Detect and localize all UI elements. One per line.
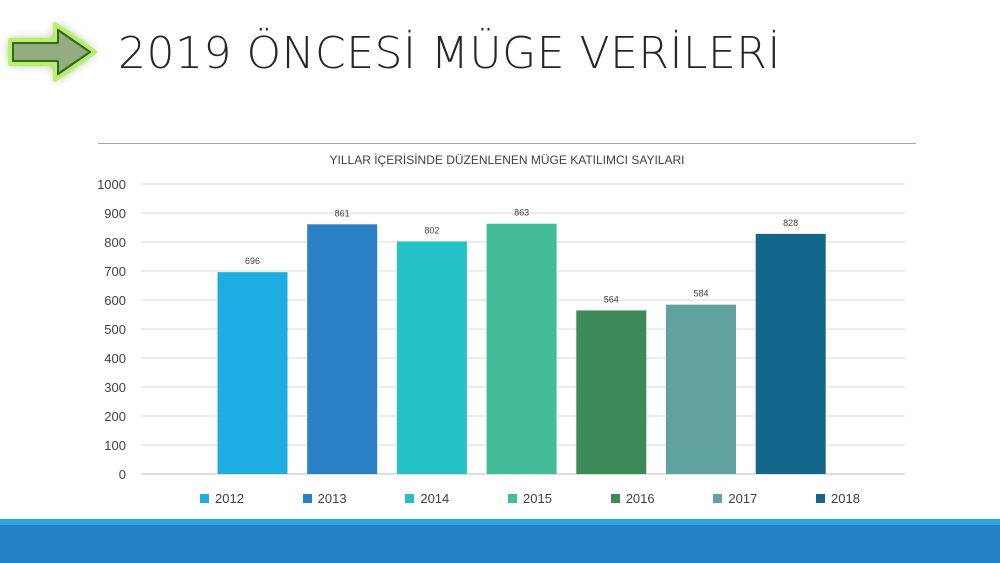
y-tick-label: 500 [104,322,126,337]
footer-band [0,525,1000,563]
data-label: 696 [245,256,260,266]
y-tick-label: 200 [104,409,126,424]
page-title: 2019 ÖNCESİ MÜGE VERİLERİ [118,28,781,79]
legend-item: 2015 [508,491,552,506]
bar [576,310,647,474]
footer-band-light [0,519,1000,525]
title-divider [98,143,916,144]
legend-label: 2013 [317,491,347,506]
legend-item: 2014 [405,491,449,506]
bar [755,233,826,474]
bar [486,223,557,474]
arrow-icon [8,22,97,82]
y-tick-label: 700 [104,264,126,279]
legend-swatch [816,494,826,503]
data-label: 861 [335,208,350,218]
legend-swatch [405,494,415,503]
y-tick-label: 1000 [97,177,126,192]
y-tick-label: 600 [104,293,126,308]
legend-item: 2012 [200,491,244,506]
legend-item: 2016 [610,491,655,506]
legend-item: 2018 [816,491,860,506]
y-tick-label: 0 [119,467,126,482]
legend-label: 2017 [728,491,758,506]
y-tick-label: 400 [104,351,126,366]
data-label: 863 [514,208,529,218]
bar [307,224,378,474]
data-label: 584 [693,289,708,299]
legend-label: 2015 [523,491,552,506]
legend-swatch [302,494,312,503]
legend-label: 2016 [625,491,655,506]
y-tick-label: 100 [104,438,126,453]
data-label: 564 [604,294,619,304]
y-tick-label: 800 [104,235,126,250]
chart-legend: 2012 2013 2014 2015 2016 2017 2018 [200,491,860,506]
legend-swatch [200,494,209,503]
data-label: 828 [783,218,798,228]
legend-label: 2012 [215,491,244,506]
bar [396,241,467,474]
legend-item: 2013 [302,491,347,506]
bar [217,272,288,474]
y-tick-label: 900 [104,206,126,221]
legend-swatch [610,494,620,503]
chart-title: YILLAR İÇERİSİNDE DÜZENLENEN MÜGE KATILI… [329,153,685,167]
y-tick-label: 300 [104,380,126,395]
legend-swatch [508,494,518,503]
data-label: 802 [424,225,439,235]
legend-label: 2018 [831,491,860,506]
legend-label: 2014 [420,491,450,506]
bar [666,304,736,474]
legend-item: 2017 [713,491,757,506]
legend-swatch [713,494,723,503]
